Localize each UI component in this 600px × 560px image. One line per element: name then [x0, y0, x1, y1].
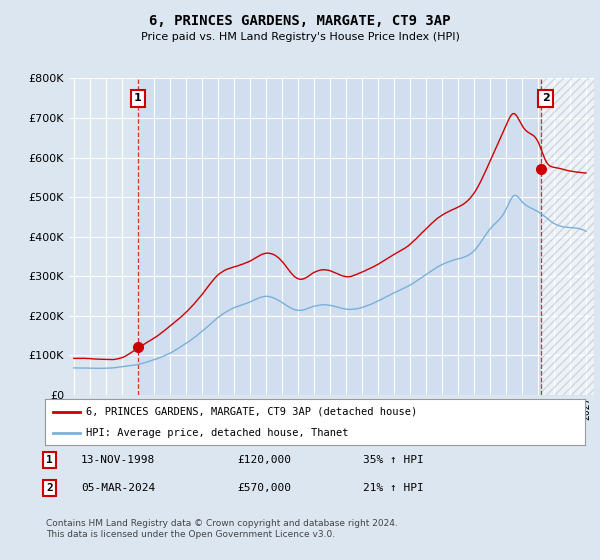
Bar — [541, 78, 594, 395]
Text: Contains HM Land Registry data © Crown copyright and database right 2024.
This d: Contains HM Land Registry data © Crown c… — [46, 519, 398, 539]
Text: 2: 2 — [46, 483, 53, 493]
Text: Price paid vs. HM Land Registry's House Price Index (HPI): Price paid vs. HM Land Registry's House … — [140, 32, 460, 43]
Text: 1: 1 — [134, 93, 142, 103]
Text: 35% ↑ HPI: 35% ↑ HPI — [363, 455, 424, 465]
Text: £570,000: £570,000 — [237, 483, 291, 493]
Text: 1: 1 — [46, 455, 53, 465]
Text: £120,000: £120,000 — [237, 455, 291, 465]
Text: 6, PRINCES GARDENS, MARGATE, CT9 3AP (detached house): 6, PRINCES GARDENS, MARGATE, CT9 3AP (de… — [86, 407, 417, 417]
Bar — [138, 78, 541, 395]
Text: HPI: Average price, detached house, Thanet: HPI: Average price, detached house, Than… — [86, 428, 348, 438]
Text: 05-MAR-2024: 05-MAR-2024 — [81, 483, 155, 493]
Text: 13-NOV-1998: 13-NOV-1998 — [81, 455, 155, 465]
Text: 2: 2 — [542, 93, 550, 103]
Text: 6, PRINCES GARDENS, MARGATE, CT9 3AP: 6, PRINCES GARDENS, MARGATE, CT9 3AP — [149, 14, 451, 28]
Text: 21% ↑ HPI: 21% ↑ HPI — [363, 483, 424, 493]
Bar — [541, 78, 594, 395]
